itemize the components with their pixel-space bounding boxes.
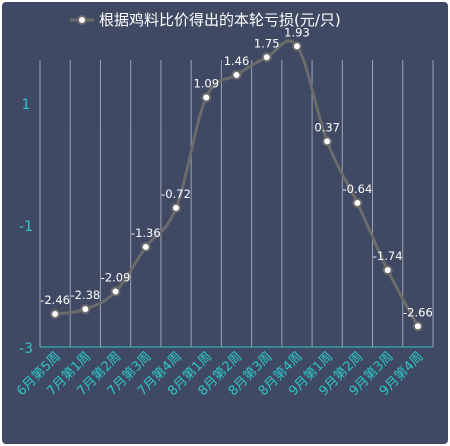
y-tick-label: -3 [19, 341, 33, 357]
legend-label: 根据鸡料比价得出的本轮亏损(元/只) [99, 11, 341, 29]
data-label: 1.09 [193, 77, 219, 91]
data-label: -1.36 [131, 226, 161, 240]
data-point[interactable] [201, 92, 212, 103]
data-point[interactable] [171, 202, 182, 213]
data-point[interactable] [140, 241, 151, 252]
data-point[interactable] [352, 198, 363, 209]
data-label: 1.75 [254, 36, 280, 50]
data-label: 1.46 [224, 54, 250, 68]
data-point[interactable] [231, 69, 242, 80]
data-label: -0.72 [161, 187, 191, 201]
data-label: -2.46 [40, 293, 70, 307]
legend[interactable]: 根据鸡料比价得出的本轮亏损(元/只) [70, 11, 341, 29]
x-axis-ticks: 6月第5周7月第1周7月第2周7月第3周7月第4周8月第1周8月第2周8月第3周… [14, 349, 427, 399]
data-point[interactable] [412, 321, 423, 332]
data-labels: -2.46 -2.38-2.09 -1.36 -0.72 1.09 1.46 1.75 1.9… [40, 25, 433, 319]
data-point[interactable] [110, 286, 121, 297]
data-label: -2.66 [403, 305, 433, 319]
data-point[interactable] [291, 41, 302, 52]
grid-lines [39, 60, 434, 347]
data-label: -0.64 [343, 182, 373, 196]
data-point[interactable] [50, 309, 61, 320]
legend-marker-icon [77, 15, 87, 25]
data-point[interactable] [322, 136, 333, 147]
y-tick-label: 1 [22, 97, 31, 113]
y-tick-label: -1 [19, 219, 33, 235]
data-label: -2.38 [70, 288, 100, 302]
data-label: -2.09 [101, 270, 131, 284]
data-point[interactable] [382, 265, 393, 276]
data-label: 1.93 [284, 25, 310, 39]
data-label: -1.74 [373, 249, 403, 263]
y-axis-ticks: 1 -1 -3 [19, 97, 33, 357]
data-point[interactable] [261, 52, 272, 63]
data-label: 0.37 [314, 120, 340, 134]
data-point[interactable] [80, 304, 91, 315]
data-points [50, 41, 423, 332]
